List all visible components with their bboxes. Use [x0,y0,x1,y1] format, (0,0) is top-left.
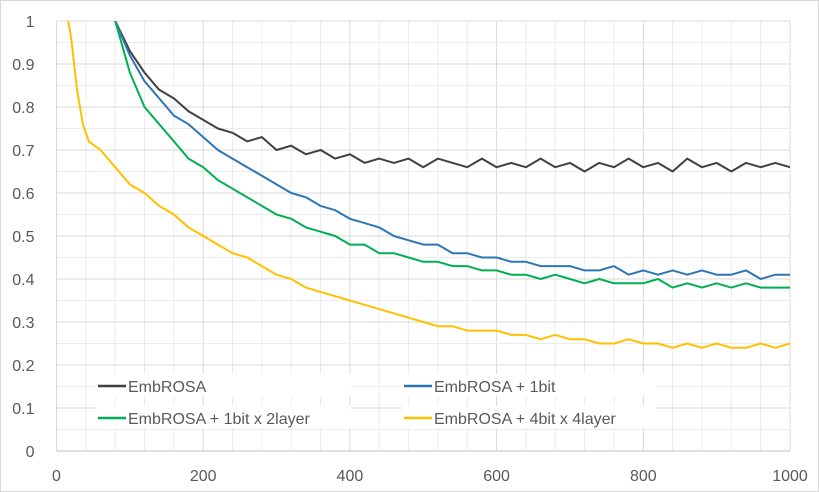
legend-label: EmbROSA [128,379,207,396]
legend-entry-background [96,374,351,396]
y-tick-label: 1 [26,14,35,31]
legend-entry-background [402,406,657,428]
series-line-3 [67,21,790,349]
x-tick-label: 800 [630,468,657,485]
legend: EmbROSA EmbROSA + 1bit EmbROSA + 1bit x 2l… [96,374,657,428]
y-tick-label: 0.6 [12,186,34,203]
series-lines [67,21,790,349]
y-tick-label: 0 [26,444,35,461]
x-tick-label: 600 [483,468,510,485]
series-line-2 [114,21,790,289]
legend-entry: EmbROSA + 4bit x 4layer [402,406,657,428]
legend-entry-background [402,374,657,396]
y-tick-label: 0.4 [12,272,34,289]
y-tick-label: 0.3 [12,315,34,332]
y-tick-label: 0.9 [12,57,34,74]
x-tick-label: 1000 [772,468,808,485]
x-tick-label: 0 [52,468,61,485]
legend-label: EmbROSA + 4bit x 4layer [434,411,617,428]
x-tick-label: 400 [337,468,364,485]
legend-entry: EmbROSA [96,374,351,396]
legend-entry-background [96,406,351,428]
y-tick-label: 0.8 [12,100,34,117]
series-line-0 [114,21,790,173]
legend-label: EmbROSA + 1bit x 2layer [128,411,311,428]
series-line-1 [114,21,790,280]
y-tick-label: 0.1 [12,401,34,418]
x-tick-label: 200 [190,468,217,485]
y-tick-label: 0.2 [12,358,34,375]
legend-entry: EmbROSA + 1bit [402,374,657,396]
axes: 0 200 400 600 800 1000 0 0.1 0.2 0.3 0.4 0.5 0.6 0.7 0… [12,14,808,485]
legend-label: EmbROSA + 1bit [434,379,556,396]
legend-entry: EmbROSA + 1bit x 2layer [96,406,351,428]
y-tick-label: 0.7 [12,143,34,160]
y-tick-label: 0.5 [12,229,34,246]
